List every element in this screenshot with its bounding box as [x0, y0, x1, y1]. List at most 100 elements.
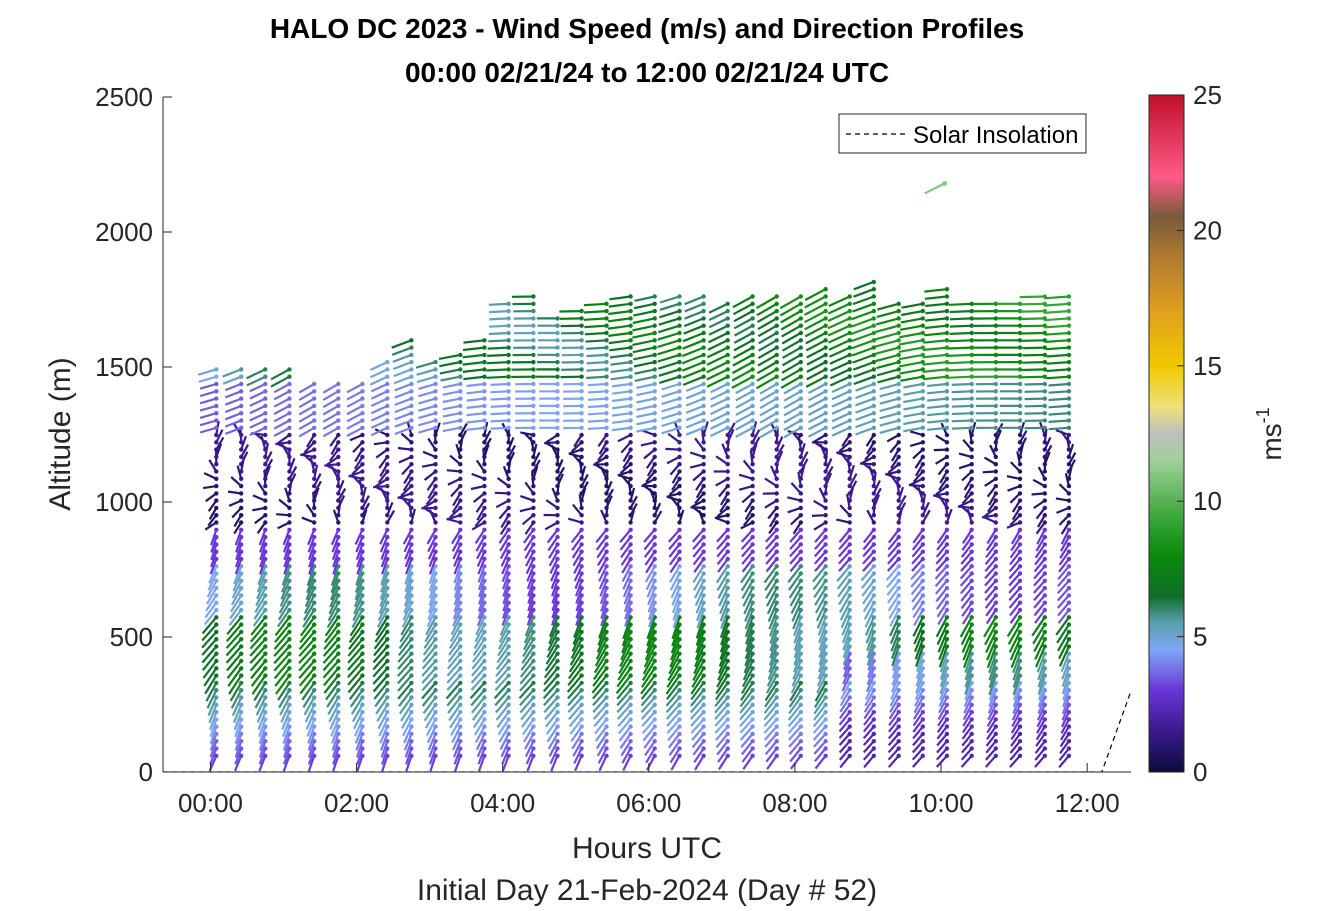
wind-barb-head — [896, 462, 901, 467]
wind-barb — [708, 302, 729, 314]
wind-barb — [234, 551, 243, 568]
wind-barb — [717, 660, 729, 681]
wind-barb-head — [458, 629, 463, 635]
wind-barb-head — [360, 622, 365, 627]
wind-barb-head — [920, 418, 925, 423]
wind-barb-head — [336, 469, 341, 474]
wind-barb — [594, 718, 608, 735]
wind-barb — [257, 711, 267, 730]
wind-barb-head — [628, 534, 633, 540]
wind-barb — [788, 689, 802, 708]
wind-barb — [684, 295, 705, 306]
wind-barb — [666, 667, 681, 688]
wind-barb-head — [579, 556, 584, 562]
wind-barb — [912, 529, 924, 544]
wind-barb — [438, 353, 461, 360]
wind-barb — [813, 696, 827, 715]
wind-barb — [370, 383, 388, 393]
wind-barb-head — [628, 695, 633, 700]
wind-barb-head — [336, 513, 341, 518]
wind-barb-head — [798, 702, 803, 707]
y-tick-label: 1000 — [95, 487, 153, 517]
wind-barb — [951, 390, 972, 394]
wind-barb-head — [1066, 585, 1072, 591]
wind-barb — [783, 383, 802, 395]
wind-barb-head — [823, 622, 828, 627]
wind-barb — [394, 390, 412, 399]
wind-barb — [1055, 429, 1070, 437]
wind-barb-head — [628, 739, 633, 744]
wind-barb-head — [579, 578, 584, 583]
wind-barb — [782, 346, 802, 359]
wind-barb — [886, 558, 900, 572]
wind-barb — [330, 441, 340, 455]
wind-barb — [828, 339, 851, 351]
wind-barb-head — [1017, 622, 1023, 627]
wind-barb — [207, 573, 218, 591]
wind-barb-head — [652, 301, 657, 306]
wind-barb — [643, 529, 656, 543]
wind-barb-head — [239, 644, 244, 649]
wind-barb — [986, 529, 997, 545]
wind-barb — [682, 331, 705, 343]
wind-barb-head — [604, 498, 609, 503]
wind-barb — [923, 331, 948, 337]
wind-barb — [682, 368, 705, 379]
wind-barb-head — [312, 717, 317, 722]
wind-barb-head — [433, 425, 438, 430]
wind-barb — [322, 426, 339, 438]
wind-barb-head — [385, 658, 390, 664]
wind-barb-head — [214, 527, 219, 532]
wind-barb — [256, 580, 267, 600]
wind-barb — [249, 383, 266, 393]
wind-barb-head — [798, 425, 803, 430]
wind-barb-head — [1017, 367, 1023, 372]
wind-barb-head — [677, 753, 682, 758]
wind-barb-head — [701, 374, 706, 379]
wind-barb — [251, 674, 267, 695]
wind-barb-head — [336, 381, 341, 387]
wind-barb-head — [652, 491, 657, 496]
wind-barb — [672, 609, 681, 629]
wind-barb-head — [555, 673, 560, 678]
wind-barb — [848, 480, 858, 494]
wind-barb — [813, 689, 827, 708]
wind-barb-head — [798, 476, 803, 481]
wind-barb — [985, 536, 997, 552]
wind-barb — [901, 302, 923, 309]
wind-barb-head — [628, 330, 633, 336]
wind-barb-head — [604, 476, 609, 481]
wind-barb — [789, 529, 802, 543]
wind-barb — [646, 624, 656, 647]
wind-barb-head — [652, 651, 657, 656]
wind-barb-head — [798, 316, 803, 321]
wind-barb-head — [385, 651, 390, 656]
wind-barb-head — [579, 462, 584, 467]
wind-barb — [790, 514, 802, 526]
wind-barb-head — [1066, 709, 1072, 715]
wind-barb — [987, 697, 997, 714]
wind-barb — [1009, 747, 1021, 761]
wind-barb-head — [847, 411, 852, 416]
wind-barb — [330, 529, 340, 546]
wind-barb-head — [847, 695, 852, 700]
wind-barb — [486, 361, 509, 365]
wind-barb — [397, 446, 412, 451]
wind-barb — [204, 602, 218, 619]
wind-barb-head — [823, 418, 828, 423]
wind-barb — [985, 740, 997, 754]
wind-barb-head — [774, 498, 779, 503]
wind-barb — [1022, 339, 1045, 342]
wind-barb-head — [385, 542, 390, 547]
wind-barb-head — [896, 308, 901, 314]
wind-barb-head — [774, 323, 779, 328]
wind-barb — [1034, 543, 1046, 559]
wind-barb — [685, 397, 705, 407]
wind-barb — [273, 631, 291, 650]
wind-barb — [611, 382, 631, 388]
wind-barb — [201, 638, 218, 656]
wind-barb — [1021, 375, 1045, 379]
wind-barb — [695, 631, 705, 654]
wind-barb — [278, 689, 291, 709]
wind-barb — [600, 509, 608, 523]
